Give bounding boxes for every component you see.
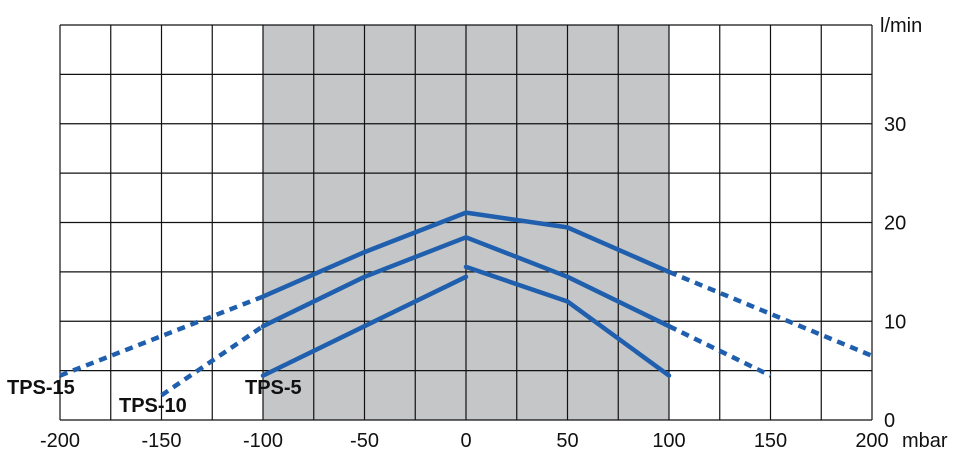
series-line-tps-5 [260, 274, 469, 378]
series-extension-tps-10 [668, 324, 772, 378]
x-tick-labels: -200 -150 -100 -50 0 50 100 150 200 [40, 430, 889, 452]
y-unit-label: l/min [880, 15, 922, 37]
grid [59, 24, 873, 421]
series-line-tps-5 [463, 264, 672, 378]
x-tick-label: 150 [754, 430, 787, 452]
series-label-tps-5: TPS-5 [245, 377, 302, 399]
x-tick-label: 200 [855, 430, 888, 452]
y-tick-label: 20 [884, 213, 906, 235]
x-tick-label: -50 [350, 430, 379, 452]
y-tick-label: 10 [884, 311, 906, 333]
y-tick-label: 0 [884, 410, 895, 432]
series-extension-tps-10 [160, 324, 265, 398]
series-line-tps-15 [260, 210, 672, 299]
x-tick-label: -200 [40, 430, 80, 452]
x-tick-label: -100 [243, 430, 283, 452]
x-tick-label: 100 [652, 430, 685, 452]
x-tick-label: -150 [141, 430, 181, 452]
series-line-tps-10 [260, 235, 672, 329]
x-tick-label: 50 [556, 430, 578, 452]
x-tick-label: 0 [460, 430, 471, 452]
series-lines [59, 210, 873, 398]
y-tick-labels: 0 10 20 30 [884, 114, 906, 432]
y-tick-label: 30 [884, 114, 906, 136]
series-extension-tps-15 [668, 269, 873, 358]
series-label-tps-10: TPS-10 [119, 395, 187, 417]
series-label-tps-15: TPS-15 [7, 377, 75, 399]
x-unit-label: mbar [902, 430, 948, 452]
